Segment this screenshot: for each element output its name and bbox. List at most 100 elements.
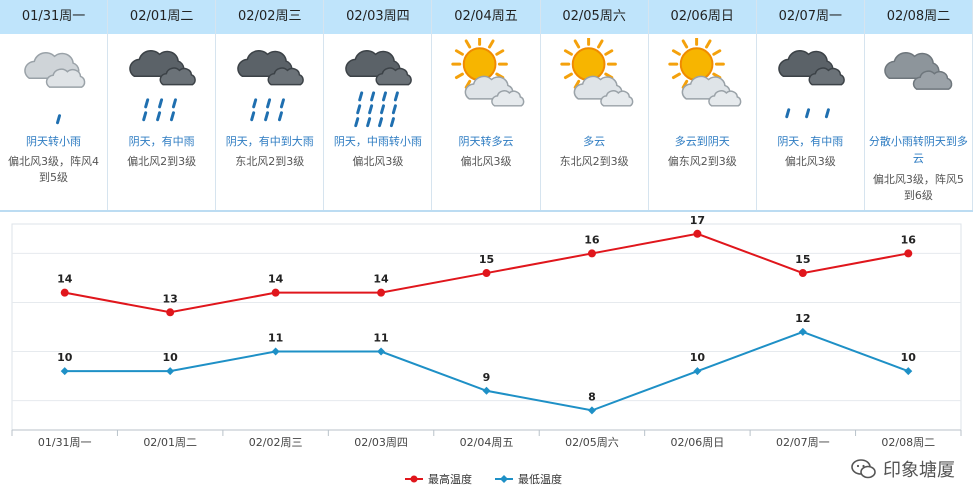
data-point [60,367,69,376]
forecast-condition: 阴天，有中雨 [128,135,195,148]
forecast-date: 02/05周六 [540,0,648,34]
data-point [904,367,913,376]
forecast-condition: 阴天转小雨 [26,135,82,148]
forecast-strip: 01/31周一 阴天转小雨 偏北风3级，阵风4到5级 02/01周二 阴天，有中雨 偏北风… [0,0,973,212]
wechat-icon [851,459,876,479]
forecast-day: 02/03周四阴天，中雨转小雨 偏北风3级 [324,0,433,212]
x-tick-label: 02/07周一 [776,436,830,449]
data-label: 10 [57,351,73,364]
forecast-day: 02/01周二阴天，有中雨 偏北风2到3级 [108,0,217,212]
data-label: 15 [479,253,494,266]
data-label: 17 [690,214,705,227]
legend-label: 最低温度 [518,472,562,486]
forecast-date: 02/03周四 [324,0,432,34]
x-tick-label: 02/01周二 [143,436,197,449]
forecast-date: 01/31周一 [0,0,108,34]
forecast-wind: 偏北风3级，阵风5到6级 [872,173,964,202]
data-label: 10 [901,351,917,364]
temperature-chart: 01/31周一 02/01周二 02/02周三 02/03周四 02/04周五 02/05… [11,214,962,486]
x-tick-label: 02/05周六 [565,436,619,449]
forecast-wind: 东北风2到3级 [559,155,629,168]
data-label: 9 [483,371,491,384]
forecast-wind: 偏北风3级 [784,155,836,168]
data-label: 12 [795,312,810,325]
cloud-light-rain-icon [24,52,86,125]
forecast-condition: 阴天，有中雨 [777,135,844,148]
data-point [166,308,175,317]
forecast-wind: 东北风2到3级 [235,155,305,168]
forecast-day: 02/05周六多云东北风2到3级 [540,0,649,212]
legend-marker [500,475,508,483]
data-label: 10 [163,351,179,364]
data-label: 13 [163,292,178,305]
data-point [904,249,913,258]
data-label: 14 [57,273,73,286]
data-point [377,288,386,297]
forecast-date: 02/07周一 [756,0,864,34]
data-point [60,288,69,297]
data-label: 10 [690,351,706,364]
dark-cloud-light-rain-icon [777,50,845,119]
data-point [693,229,702,238]
data-label: 16 [584,233,600,246]
sun-cloud-icon [451,38,525,107]
data-point [271,288,280,297]
forecast-day: 02/06周日多云到阴天偏东风2到3级 [648,0,757,212]
forecast-condition: 阴天，中雨转小雨 [333,135,422,148]
data-point [482,269,491,278]
legend-label: 最高温度 [428,472,472,486]
x-tick-label: 02/06周日 [671,436,725,449]
forecast-date: 02/06周日 [648,0,756,34]
forecast-day: 02/07周一阴天，有中雨 偏北风3级 [756,0,865,212]
watermark-text: 印象塘厦 [883,460,955,481]
forecast-day: 02/04周五阴天转多云偏北风3级 [432,0,541,212]
data-point [377,347,386,356]
x-tick-label: 02/02周三 [249,436,303,449]
data-label: 14 [373,273,389,286]
dark-cloud-moderate-rain-icon [237,50,305,122]
forecast-condition: 阴天转多云 [458,135,514,148]
forecast-day: 02/02周三阴天，有中到大雨 东北风2到3级 [216,0,325,212]
forecast-date: 02/02周三 [216,0,324,34]
forecast-date: 02/01周二 [108,0,216,34]
forecast-wind: 偏北风3级 [352,155,404,168]
data-label: 16 [901,233,917,246]
data-label: 15 [795,253,810,266]
watermark: 印象塘厦 [851,456,955,482]
x-tick-label: 02/04周五 [460,436,514,449]
forecast-day: 01/31周一阴天转小雨偏北风3级，阵风4到5级 [0,0,109,212]
legend-marker [410,475,418,483]
x-tick-label: 02/03周四 [354,436,408,449]
forecast-date: 02/04周五 [432,0,540,34]
data-point [798,327,807,336]
divider [0,210,973,212]
forecast-day: 02/08周二分散小雨转阴天到多云 偏北风3级，阵风5到6级 [864,0,973,212]
data-label: 11 [268,332,283,345]
data-point [271,347,280,356]
forecast-wind: 偏北风2到3级 [127,155,197,168]
x-tick-label: 01/31周一 [38,436,92,449]
sun-cloud-icon [667,38,742,107]
sun-cloud-icon [559,38,633,107]
data-point [482,386,491,395]
data-point [587,406,596,415]
forecast-condition: 多云 [583,135,606,148]
data-point [587,249,596,258]
dark-cloud-heavy-rain-icon [345,50,413,128]
forecast-date: 02/08周二 [864,0,972,34]
data-point [798,269,807,278]
forecast-condition: 多云到阴天 [674,135,730,148]
data-label: 11 [373,332,388,345]
forecast-condition: 阴天，有中到大雨 [225,135,314,148]
forecast-wind: 偏东风2到3级 [667,155,737,168]
data-point [166,367,175,376]
forecast-condition: 分散小雨转阴天到多云 [868,135,968,165]
gray-cloud-icon [884,52,953,90]
legend: 最高温度 最低温度 [405,472,562,486]
dark-cloud-moderate-rain-icon [129,50,196,122]
data-point [693,367,702,376]
data-label: 8 [588,390,596,403]
data-label: 14 [268,273,284,286]
forecast-wind: 偏北风3级，阵风4到5级 [8,155,100,184]
forecast-wind: 偏北风3级 [460,155,512,168]
